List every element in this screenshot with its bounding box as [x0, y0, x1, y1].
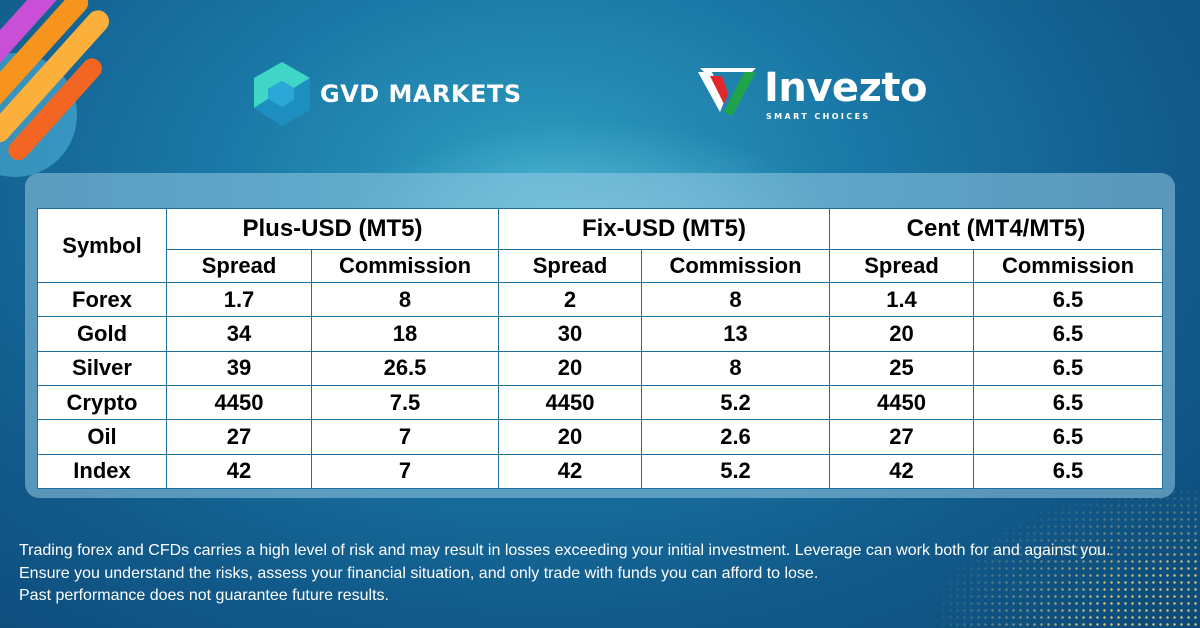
spread-header: Spread: [498, 249, 642, 283]
value-cell: 1.7: [166, 281, 312, 318]
value-cell: 34: [166, 316, 312, 352]
rates-table: Symbol Plus-USD (MT5) Fix-USD (MT5) Cent…: [37, 208, 1163, 490]
symbol-cell: Gold: [37, 316, 167, 352]
disclaimer-line: Ensure you understand the risks, assess …: [19, 564, 819, 582]
value-cell: 4450: [829, 384, 974, 421]
value-cell: 27: [166, 419, 312, 455]
symbol-cell: Silver: [37, 350, 167, 386]
table-row: Index 42 7 42 5.2 42 6.5: [37, 453, 1163, 490]
value-cell: 18: [311, 316, 499, 352]
disclaimer-line: Trading forex and CFDs carries a high le…: [19, 542, 1111, 559]
commission-header: Commission: [641, 249, 830, 283]
value-cell: 30: [498, 316, 642, 352]
value-cell: 5.2: [641, 384, 830, 421]
value-cell: 20: [829, 316, 974, 352]
risk-disclaimer: Trading forex and CFDs carries a high le…: [19, 540, 1189, 608]
value-cell: 4450: [166, 384, 312, 421]
value-cell: 7: [311, 453, 499, 490]
value-cell: 25: [829, 350, 974, 386]
decorative-dots: [940, 488, 1200, 628]
value-cell: 6.5: [973, 453, 1163, 490]
symbol-header: Symbol: [37, 208, 167, 283]
value-cell: 42: [498, 453, 642, 490]
group-header-fix-usd: Fix-USD (MT5): [498, 208, 830, 250]
gvd-markets-logo: GVD MARKETS: [254, 62, 522, 126]
value-cell: 42: [829, 453, 974, 490]
value-cell: 42: [166, 453, 312, 490]
invezto-logo-icon: [698, 68, 756, 116]
spread-header: Spread: [829, 249, 974, 283]
value-cell: 6.5: [973, 281, 1163, 318]
disclaimer-line: Past performance does not guarantee futu…: [19, 587, 389, 604]
spread-header: Spread: [166, 249, 312, 283]
value-cell: 39: [166, 350, 312, 386]
value-cell: 6.5: [973, 350, 1163, 386]
value-cell: 4450: [498, 384, 642, 421]
decorative-stripes-icon: [0, 0, 109, 177]
value-cell: 27: [829, 419, 974, 455]
table-row: Gold 34 18 30 13 20 6.5: [37, 316, 1163, 352]
invezto-tagline: SMART CHOICES: [766, 112, 871, 121]
value-cell: 26.5: [311, 350, 499, 386]
table-row: Silver 39 26.5 20 8 25 6.5: [37, 350, 1163, 386]
symbol-cell: Crypto: [37, 384, 167, 421]
value-cell: 7: [311, 419, 499, 455]
commission-header: Commission: [973, 249, 1163, 283]
value-cell: 8: [311, 281, 499, 318]
group-header-cent: Cent (MT4/MT5): [829, 208, 1163, 250]
commission-header: Commission: [311, 249, 499, 283]
gvd-logo-icon: [254, 62, 310, 126]
invezto-wordmark: Invezto SMART CHOICES: [764, 65, 927, 121]
value-cell: 5.2: [641, 453, 830, 490]
table-row: Forex 1.7 8 2 8 1.4 6.5: [37, 281, 1163, 318]
value-cell: 8: [641, 281, 830, 318]
value-cell: 6.5: [973, 316, 1163, 352]
invezto-brand-name: Invezto: [764, 65, 927, 111]
symbol-cell: Forex: [37, 281, 167, 318]
value-cell: 2.6: [641, 419, 830, 455]
table-row: Oil 27 7 20 2.6 27 6.5: [37, 419, 1163, 455]
value-cell: 20: [498, 350, 642, 386]
table-row: Crypto 4450 7.5 4450 5.2 4450 6.5: [37, 384, 1163, 421]
value-cell: 13: [641, 316, 830, 352]
invezto-logo: Invezto SMART CHOICES: [698, 65, 927, 121]
gvd-brand-name: GVD MARKETS: [320, 80, 522, 108]
symbol-cell: Oil: [37, 419, 167, 455]
value-cell: 2: [498, 281, 642, 318]
value-cell: 6.5: [973, 419, 1163, 455]
value-cell: 20: [498, 419, 642, 455]
group-header-plus-usd: Plus-USD (MT5): [166, 208, 499, 250]
value-cell: 8: [641, 350, 830, 386]
value-cell: 1.4: [829, 281, 974, 318]
value-cell: 6.5: [973, 384, 1163, 421]
value-cell: 7.5: [311, 384, 499, 421]
symbol-cell: Index: [37, 453, 167, 490]
